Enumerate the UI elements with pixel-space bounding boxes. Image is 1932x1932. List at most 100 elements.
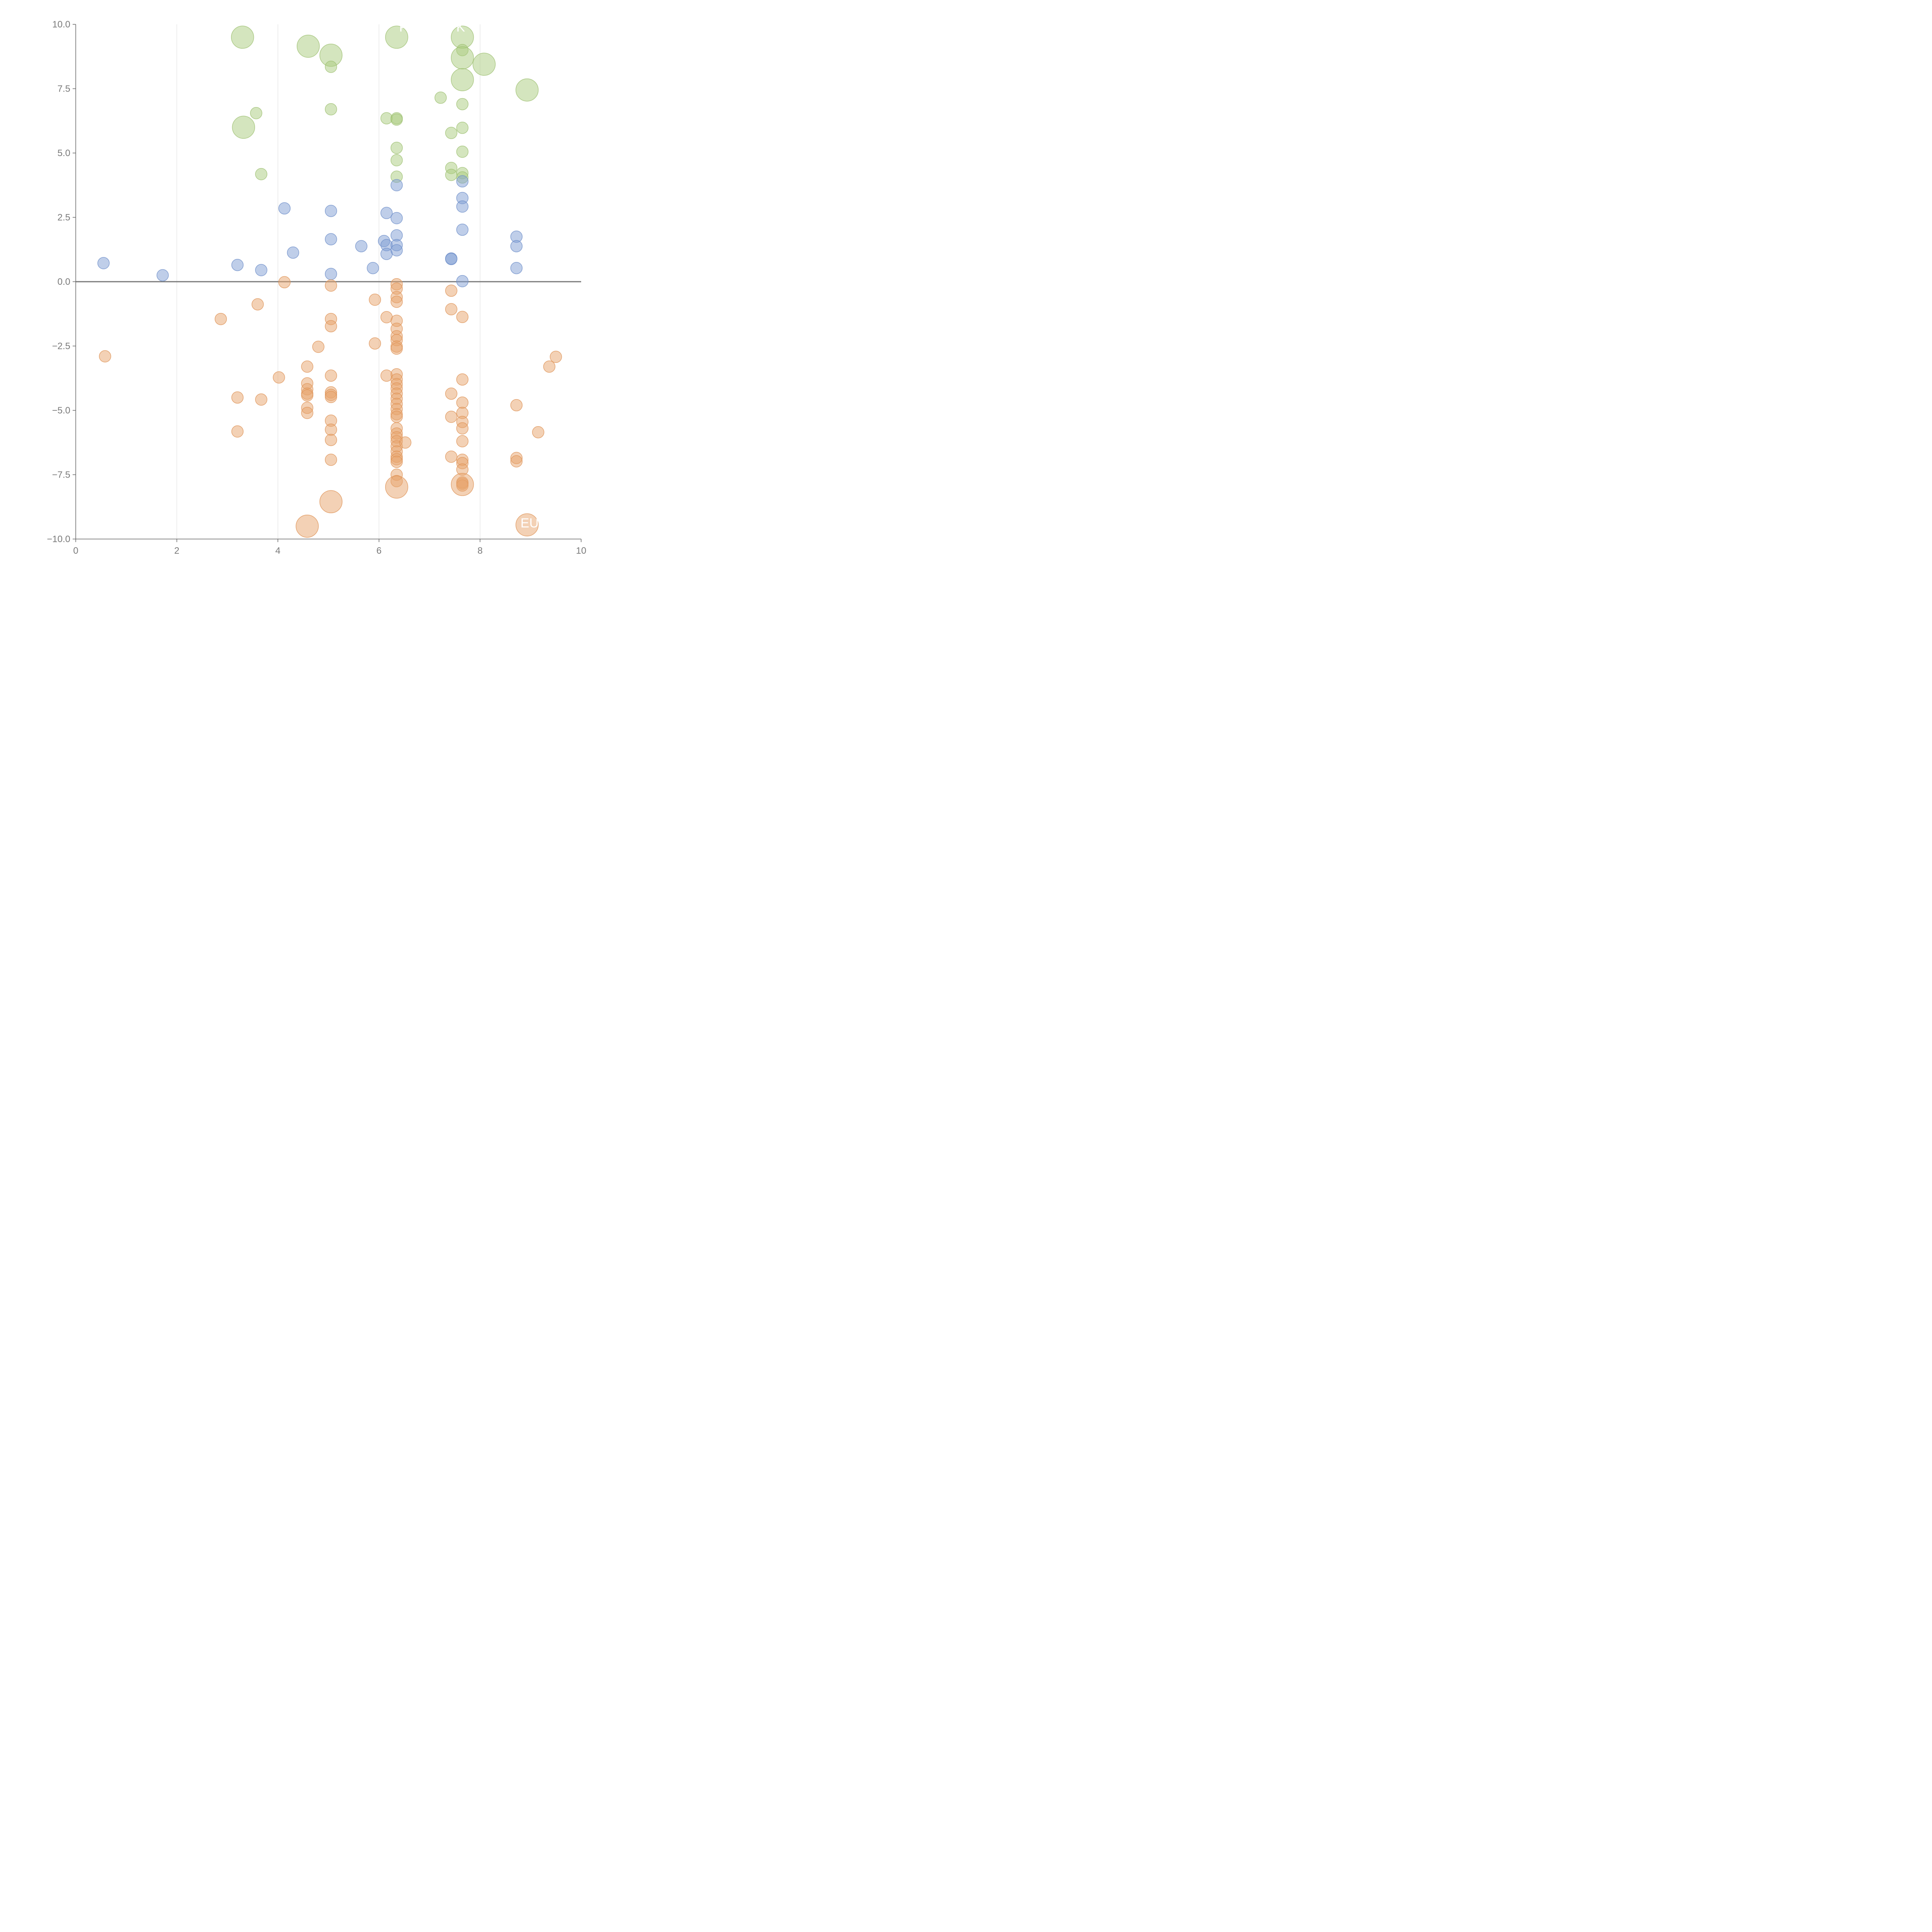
annotation-label: K [456, 20, 465, 35]
x-tick-label: 10 [576, 546, 587, 556]
orange-point [385, 475, 408, 499]
orange-point [445, 451, 457, 463]
orange-point [515, 513, 539, 537]
orange-point [99, 350, 111, 362]
green-point [231, 26, 254, 49]
orange-point [399, 436, 412, 449]
orange-point [390, 410, 403, 423]
green-point [445, 168, 457, 181]
scatter-plot: 0 2 4 6 8 10 10.0 7.5 5.0 2.5 0.0 −2.5 −5.0 −7.5 −10.0… [47, 19, 587, 556]
blue-point [510, 240, 523, 252]
y-tick-label: 5.0 [58, 148, 70, 158]
orange-point [532, 426, 544, 439]
blue-point [380, 207, 393, 219]
orange-point [296, 514, 319, 538]
orange-point [456, 435, 469, 447]
green-point [445, 127, 457, 139]
green-point [515, 78, 539, 102]
blue-point [390, 212, 403, 224]
orange-point [445, 303, 457, 316]
orange-point [390, 342, 403, 355]
blue-point [325, 268, 337, 280]
green-point [296, 34, 320, 58]
orange-point [325, 279, 337, 292]
orange-point [319, 490, 343, 514]
orange-point [231, 425, 244, 438]
blue-point [445, 253, 457, 265]
green-point [456, 98, 469, 111]
orange-point [278, 276, 291, 289]
blue-point [287, 246, 299, 259]
green-point [451, 46, 474, 70]
blue-point [456, 175, 469, 188]
orange-point [312, 340, 325, 353]
y-tick-label: 10.0 [52, 19, 70, 30]
orange-point [456, 396, 469, 409]
green-point [473, 53, 496, 76]
blue-point [390, 244, 403, 257]
orange-point [456, 373, 469, 386]
blue-point [156, 269, 169, 282]
orange-point [325, 391, 337, 403]
orange-point [325, 423, 337, 436]
green-point [250, 107, 262, 119]
green-point [456, 121, 469, 134]
x-tick-label: 8 [478, 546, 483, 556]
orange-point [510, 399, 523, 412]
green-point [232, 116, 255, 139]
green-point [325, 103, 337, 116]
orange-point [214, 313, 227, 325]
y-tick-label: −7.5 [52, 470, 70, 480]
x-tick-label: 4 [276, 546, 281, 556]
orange-point [325, 369, 337, 382]
blue-point [456, 223, 469, 236]
green-point [456, 145, 469, 158]
y-tick-label: 0.0 [58, 277, 70, 287]
orange-point [445, 284, 457, 297]
blue-point [325, 205, 337, 217]
annotations: P Ke EU [399, 20, 539, 531]
green-point [255, 168, 267, 180]
x-tick-label: 0 [73, 546, 78, 556]
green-point [390, 141, 403, 154]
orange-point [456, 422, 469, 435]
blue-point [355, 240, 367, 252]
orange-point [445, 410, 457, 423]
orange-point [325, 434, 337, 446]
orange-point [273, 371, 285, 384]
orange-point [252, 298, 264, 311]
green-point [385, 26, 408, 49]
orange-point [301, 389, 313, 402]
blue-point [390, 179, 403, 191]
green-point [325, 61, 337, 73]
green-point [451, 68, 474, 91]
orange-point [369, 337, 381, 350]
y-tick-label: −2.5 [52, 341, 70, 352]
orange-point [543, 361, 556, 373]
orange-point [231, 391, 244, 404]
orange-point [325, 454, 337, 466]
green-point [434, 92, 447, 104]
y-tick-label: 7.5 [58, 84, 70, 94]
green-point [390, 154, 403, 167]
orange-point [301, 406, 313, 419]
green-point [390, 113, 403, 126]
y-tick-label: −10.0 [47, 534, 70, 544]
data-points [97, 26, 562, 538]
orange-point [390, 456, 403, 468]
orange-point [301, 361, 313, 373]
orange-point [510, 455, 523, 468]
y-tick-label: 2.5 [58, 213, 70, 223]
annotation-label: e [436, 73, 444, 88]
annotation-label: P [399, 20, 408, 35]
x-tick-label: 2 [174, 546, 179, 556]
orange-point [255, 393, 267, 406]
blue-point [255, 264, 267, 276]
blue-point [231, 259, 244, 271]
blue-point [97, 257, 110, 269]
blue-point [456, 275, 469, 287]
orange-point [445, 387, 457, 400]
orange-point [325, 320, 337, 332]
blue-point [278, 202, 291, 214]
y-tick-label: −5.0 [52, 405, 70, 416]
